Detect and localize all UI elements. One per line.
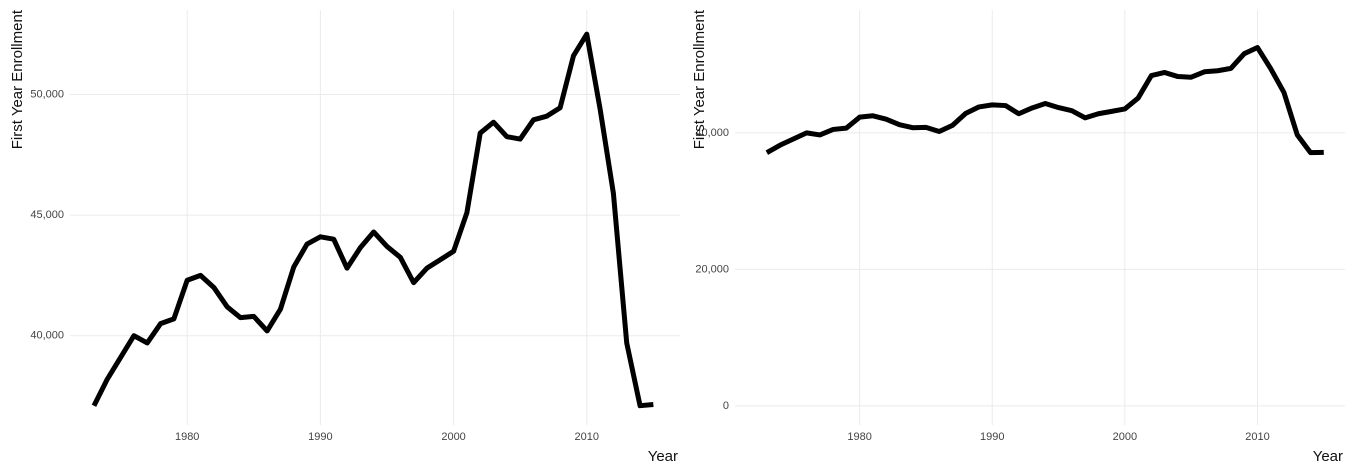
x-tick-label: 2000 — [441, 431, 465, 443]
chart: 0 20,000 40,000 1980 1990 2000 2010 Year First Y… — [691, 9, 1345, 465]
y-tick-label: 45,000 — [30, 209, 64, 221]
y-tick-label: 50,000 — [30, 88, 64, 100]
x-tick-label: 1980 — [175, 431, 199, 443]
x-axis-label: Year — [648, 448, 678, 465]
x-tick-label: 1990 — [308, 431, 332, 443]
data-line — [765, 45, 1324, 156]
x-axis-label: Year — [1313, 448, 1343, 465]
y-tick-label: 0 — [723, 400, 729, 412]
x-tick-label: 1990 — [980, 431, 1004, 443]
data-line — [91, 31, 654, 409]
y-tick-label: 40,000 — [695, 127, 729, 139]
x-tick-label: 2000 — [1113, 431, 1137, 443]
y-axis-label: First Year Enrollment — [9, 9, 26, 149]
x-tick-label: 2010 — [575, 431, 599, 443]
y-axis-label: First Year Enrollment — [691, 9, 708, 149]
y-tick-label: 40,000 — [30, 330, 64, 342]
x-tick-label: 2010 — [1245, 431, 1269, 443]
chart: 40,000 45,000 50,000 1980 1990 2000 2010 Year Fi… — [9, 9, 680, 465]
x-tick-label: 1980 — [847, 431, 871, 443]
y-tick-label: 20,000 — [695, 263, 729, 275]
